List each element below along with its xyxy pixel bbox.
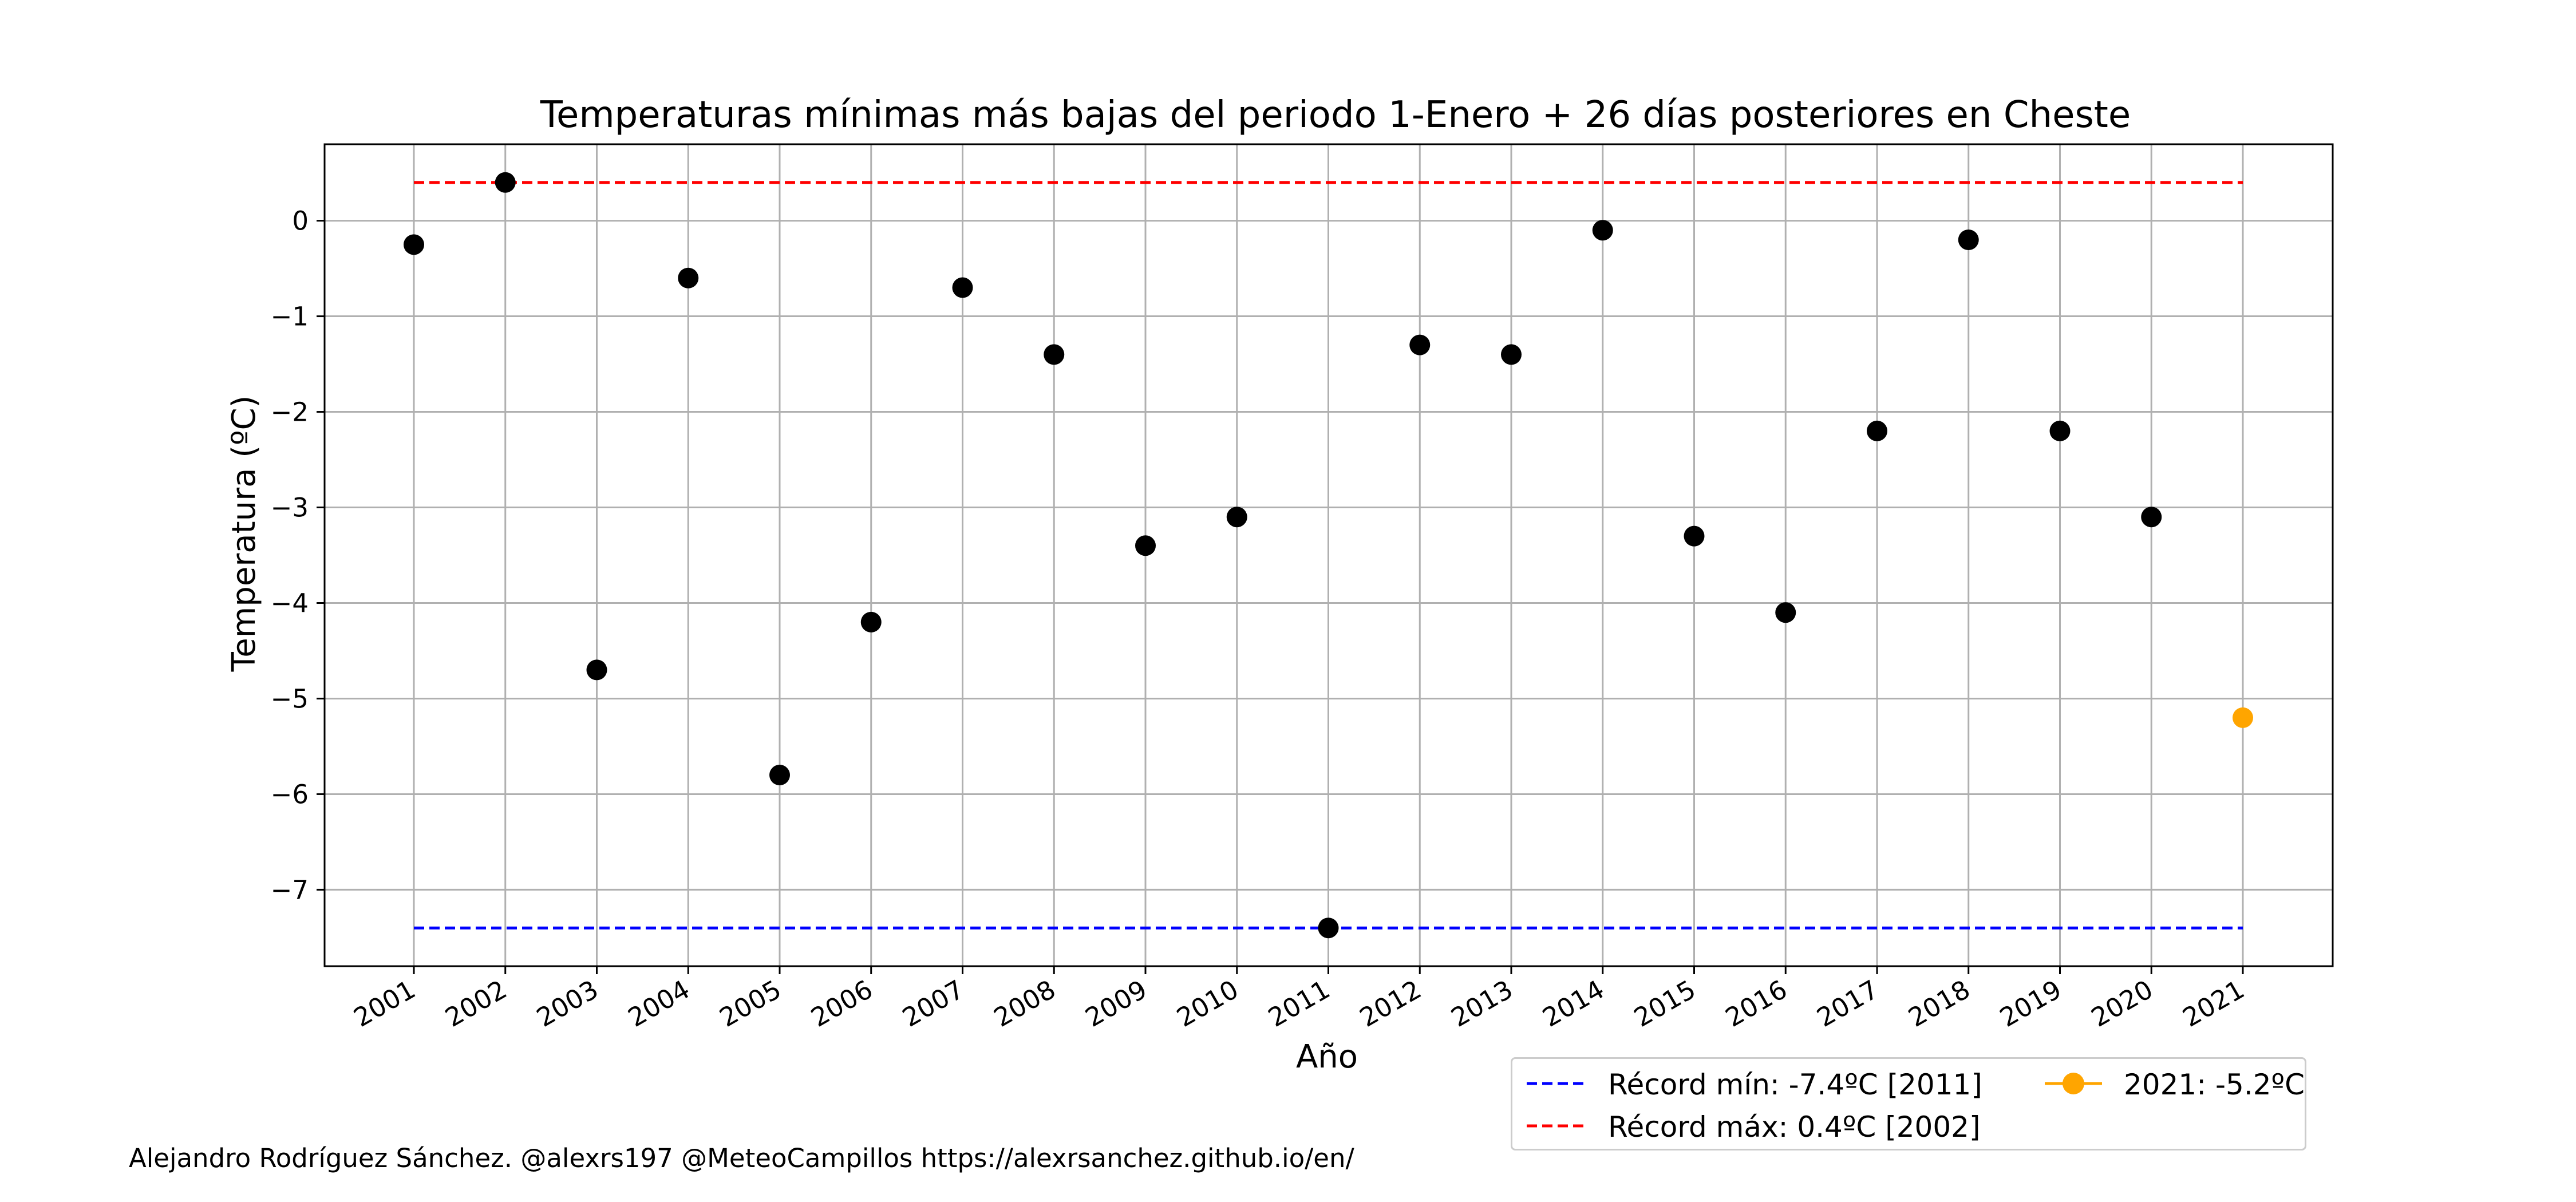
x-tick-label: 2010 xyxy=(1172,974,1244,1033)
x-tick-label: 2016 xyxy=(1720,974,1792,1033)
y-tick-label: −4 xyxy=(271,588,309,618)
x-tick-label: 2007 xyxy=(897,974,969,1033)
x-ticks: 2001 2002 2003 2004 2005 2006 2007 2008 2009 2010… xyxy=(349,966,2250,1033)
y-tick-label: −5 xyxy=(271,683,309,714)
x-axis-label: Año xyxy=(1296,1038,1358,1076)
credit-text: Alejandro Rodríguez Sánchez. @alexrs197 … xyxy=(129,1143,1354,1173)
data-point xyxy=(952,277,973,298)
legend-symbol-max xyxy=(1527,1124,1584,1128)
legend-label-2021: 2021: -5.2ºC xyxy=(2124,1068,2305,1101)
data-point xyxy=(1867,420,1887,441)
data-point xyxy=(495,172,516,193)
x-tick-label: 2004 xyxy=(623,974,695,1033)
x-tick-label: 2006 xyxy=(806,974,878,1033)
data-point xyxy=(1684,525,1705,547)
y-tick-label: 0 xyxy=(292,206,309,236)
x-tick-label: 2005 xyxy=(714,974,787,1033)
legend-symbol-min xyxy=(1527,1082,1584,1085)
x-tick-label: 2018 xyxy=(1903,974,1976,1033)
data-point xyxy=(404,234,424,255)
data-point xyxy=(1775,602,1796,623)
data-point xyxy=(860,611,882,632)
x-tick-label: 2019 xyxy=(1994,974,2067,1033)
x-tick-label: 2003 xyxy=(531,974,603,1033)
data-points xyxy=(404,172,2253,939)
y-ticks: 0 −1 −2 −3 −4 −5 −6 −7 xyxy=(271,206,325,905)
data-point xyxy=(586,659,607,681)
data-point xyxy=(678,267,699,288)
legend-label-min: Récord mín: -7.4ºC [2011] xyxy=(1608,1068,1982,1101)
x-tick-label: 2015 xyxy=(1629,974,1701,1033)
x-tick-label: 2020 xyxy=(2086,974,2158,1033)
grid xyxy=(325,144,2333,966)
x-tick-label: 2014 xyxy=(1538,974,1610,1033)
y-tick-label: −2 xyxy=(271,397,309,428)
data-point xyxy=(1501,344,1522,365)
data-point xyxy=(2141,507,2162,528)
y-axis-label: Temperatura (ºC) xyxy=(226,396,263,673)
data-point xyxy=(1226,507,1247,528)
data-point xyxy=(769,765,790,786)
data-point xyxy=(1135,535,1156,556)
y-tick-label: −6 xyxy=(271,779,309,809)
data-point xyxy=(2049,420,2071,441)
y-tick-label: −7 xyxy=(271,875,309,905)
data-point xyxy=(1592,220,1613,241)
x-tick-label: 2002 xyxy=(440,974,512,1033)
data-point xyxy=(1958,229,1979,250)
x-tick-label: 2011 xyxy=(1263,974,1335,1033)
x-tick-label: 2013 xyxy=(1446,974,1518,1033)
x-tick-label: 2021 xyxy=(2178,974,2250,1033)
legend-symbol-2021 xyxy=(2045,1073,2102,1094)
y-tick-label: −3 xyxy=(271,493,309,523)
x-tick-label: 2009 xyxy=(1080,974,1152,1033)
x-tick-label: 2001 xyxy=(349,974,421,1033)
y-tick-label: −1 xyxy=(271,302,309,332)
x-tick-label: 2008 xyxy=(989,974,1061,1033)
legend: Récord mín: -7.4ºC [2011] Récord máx: 0.… xyxy=(1511,1057,2306,1150)
data-point xyxy=(1044,344,1065,365)
data-point xyxy=(1409,334,1431,355)
legend-label-max: Récord máx: 0.4ºC [2002] xyxy=(1608,1110,1981,1144)
data-point xyxy=(2233,707,2253,728)
x-tick-label: 2017 xyxy=(1812,974,1884,1033)
x-tick-label: 2012 xyxy=(1354,974,1427,1033)
chart-title: Temperaturas mínimas más bajas del perio… xyxy=(540,94,2131,136)
data-point xyxy=(1318,918,1339,939)
